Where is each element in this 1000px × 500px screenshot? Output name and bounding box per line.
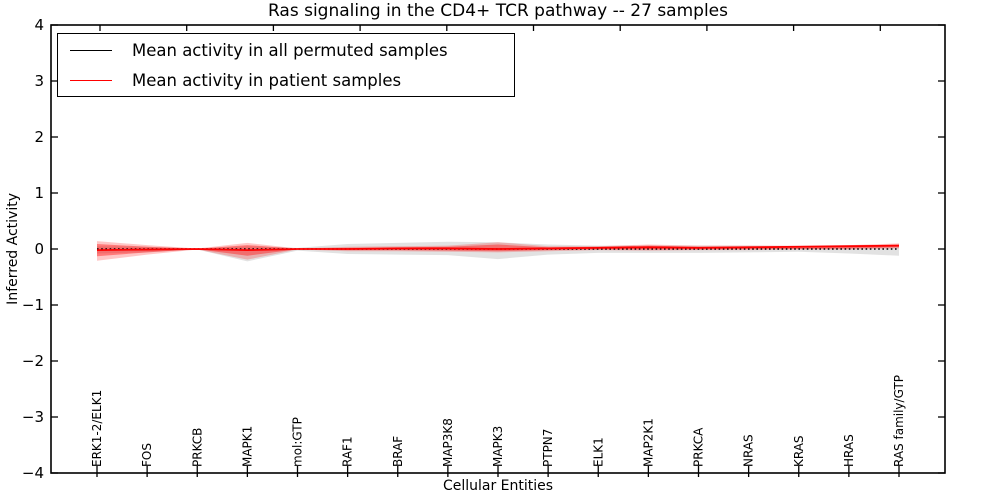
x-tick-label: ELK1: [591, 437, 605, 467]
x-tick-label: RAS family/GTP: [892, 375, 906, 467]
x-tick-label: MAP2K1: [641, 418, 655, 467]
legend-line-patient-icon: [70, 79, 112, 81]
y-tick-label: −1: [22, 296, 44, 314]
band-patient-samples-range-outer: [97, 241, 899, 261]
x-tick-label: mol:GTP: [291, 417, 305, 467]
x-tick-label: PRKCA: [692, 427, 706, 467]
legend-line-permuted-icon: [70, 49, 112, 51]
y-tick-label: 0: [34, 240, 44, 258]
y-tick-label: −3: [22, 408, 44, 426]
legend-item-label: Mean activity in patient samples: [132, 70, 402, 90]
x-tick-label: RAF1: [341, 436, 355, 467]
x-tick-label: MAPK3: [491, 426, 505, 467]
x-tick-label: BRAF: [391, 436, 405, 467]
y-tick-label: 3: [34, 72, 44, 90]
y-tick-label: 2: [34, 128, 44, 146]
y-tick-label: 1: [34, 184, 44, 202]
y-tick-label: −2: [22, 352, 44, 370]
y-tick-label: −4: [22, 464, 44, 482]
x-tick-label: MAP3K8: [441, 418, 455, 467]
legend-item-patient: Mean activity in patient samples: [58, 65, 514, 95]
x-tick-label: HRAS: [842, 434, 856, 467]
legend-item-label: Mean activity in all permuted samples: [132, 40, 448, 60]
legend: Mean activity in all permuted samples Me…: [57, 33, 515, 97]
series-line-patient: [96, 244, 900, 252]
x-tick-label: ERK1-2/ELK1: [90, 390, 104, 467]
x-tick-label: FOS: [140, 443, 154, 467]
x-tick-label: NRAS: [742, 434, 756, 467]
x-tick-label: KRAS: [792, 435, 806, 467]
chart-title: Ras signaling in the CD4+ TCR pathway --…: [267, 1, 728, 21]
legend-item-permuted: Mean activity in all permuted samples: [58, 35, 514, 65]
band-permuted-samples-range: [97, 241, 899, 262]
y-axis-label: Inferred Activity: [5, 193, 21, 305]
x-tick-label: PRKCB: [190, 428, 204, 467]
x-tick-label: MAPK1: [240, 426, 254, 467]
y-tick-label: 4: [34, 16, 44, 34]
x-axis-label: Cellular Entities: [442, 478, 554, 494]
x-tick-label: PTPN7: [541, 429, 555, 467]
